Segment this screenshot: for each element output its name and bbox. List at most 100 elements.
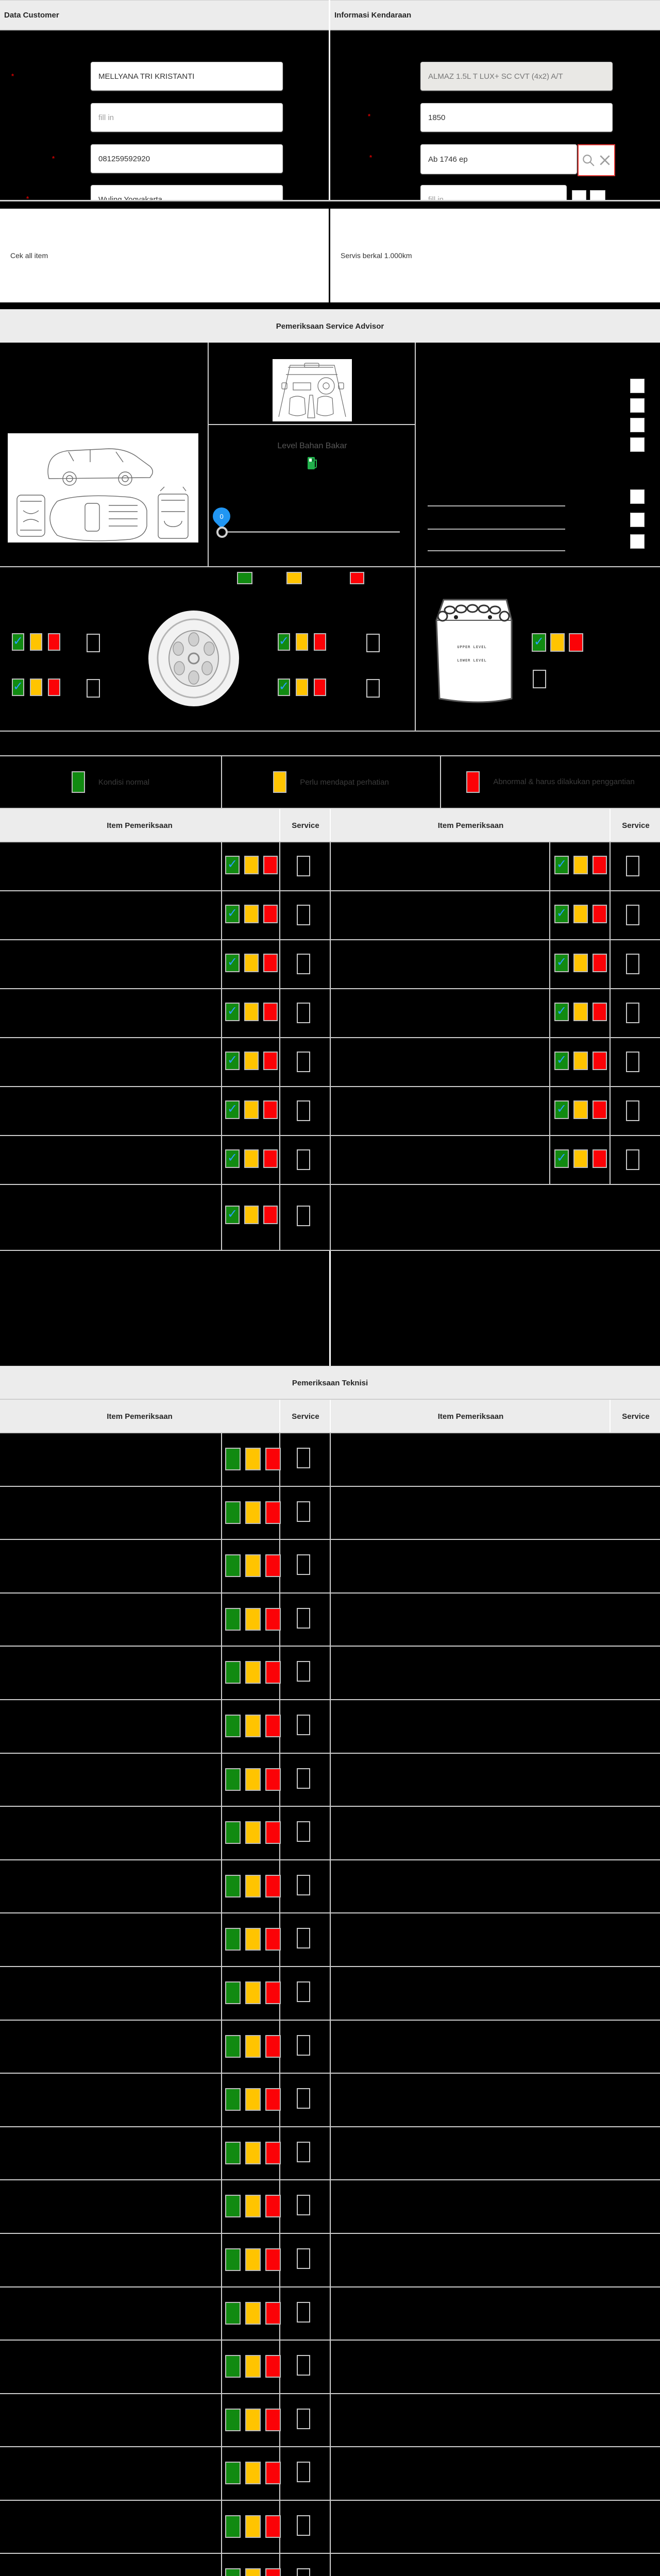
- status-red-checkbox[interactable]: [263, 905, 278, 923]
- status-yellow-checkbox[interactable]: [245, 2035, 261, 2058]
- status-green-checkbox[interactable]: ✓: [225, 1206, 240, 1224]
- status-red-checkbox[interactable]: [265, 2462, 281, 2485]
- status-green-checkbox[interactable]: [225, 2248, 241, 2271]
- status-yellow-checkbox[interactable]: [244, 1206, 259, 1224]
- service-checkbox[interactable]: [297, 1501, 310, 1522]
- status-green-checkbox[interactable]: [225, 2035, 241, 2058]
- status-red-checkbox[interactable]: [569, 633, 583, 652]
- advisor-item-checkbox[interactable]: [630, 379, 645, 393]
- status-yellow-checkbox[interactable]: [245, 1607, 261, 1631]
- status-green-checkbox[interactable]: ✓: [225, 1003, 240, 1021]
- status-red-checkbox[interactable]: [593, 954, 607, 972]
- status-yellow-checkbox[interactable]: [573, 1149, 588, 1168]
- status-green-checkbox[interactable]: ✓: [225, 1100, 240, 1119]
- status-red-checkbox[interactable]: [263, 1052, 278, 1070]
- status-yellow-checkbox[interactable]: [244, 905, 259, 923]
- status-red-checkbox[interactable]: [263, 1206, 278, 1224]
- status-green-checkbox[interactable]: ✓: [554, 1052, 569, 1070]
- status-green-checkbox[interactable]: [225, 2355, 241, 2378]
- status-yellow-checkbox[interactable]: [573, 954, 588, 972]
- status-yellow-checkbox[interactable]: [245, 2462, 261, 2485]
- status-red-checkbox[interactable]: [265, 2035, 281, 2058]
- status-yellow-checkbox[interactable]: [573, 1052, 588, 1070]
- service-checkbox[interactable]: [297, 1448, 310, 1468]
- status-yellow-checkbox[interactable]: [245, 2355, 261, 2378]
- service-checkbox[interactable]: [626, 1003, 639, 1023]
- status-yellow-checkbox[interactable]: [244, 856, 259, 874]
- status-red-checkbox[interactable]: [265, 1874, 281, 1897]
- status-yellow-checkbox[interactable]: [573, 1003, 588, 1021]
- fuel-slider-handle[interactable]: [216, 527, 228, 538]
- status-red-checkbox[interactable]: [263, 954, 278, 972]
- fuel-slider-track[interactable]: [221, 531, 400, 533]
- status-yellow-checkbox[interactable]: [244, 1003, 259, 1021]
- service-checkbox[interactable]: [297, 1768, 310, 1789]
- status-yellow-checkbox[interactable]: [245, 2088, 261, 2111]
- status-green-checkbox[interactable]: ✓: [225, 1149, 240, 1168]
- fuel-slider-pin[interactable]: 0: [209, 503, 234, 529]
- status-yellow-checkbox[interactable]: [245, 2301, 261, 2325]
- advisor-note-input[interactable]: [428, 529, 565, 530]
- status-yellow-checkbox[interactable]: [573, 1100, 588, 1119]
- status-green-checkbox[interactable]: ✓: [225, 1052, 240, 1070]
- service-checkbox[interactable]: [297, 2462, 310, 2483]
- service-checkbox[interactable]: [297, 1554, 310, 1575]
- status-red-checkbox[interactable]: [593, 856, 607, 874]
- status-red-checkbox[interactable]: [314, 633, 326, 651]
- service-checkbox[interactable]: [87, 634, 100, 652]
- status-yellow-checkbox[interactable]: [244, 1149, 259, 1168]
- status-yellow-checkbox[interactable]: [296, 679, 308, 696]
- service-checkbox[interactable]: [297, 2248, 310, 2269]
- status-red-checkbox[interactable]: [263, 856, 278, 874]
- service-checkbox[interactable]: [533, 670, 546, 688]
- status-yellow-checkbox[interactable]: [245, 1874, 261, 1897]
- status-green-checkbox[interactable]: [225, 2195, 241, 2218]
- status-green-checkbox[interactable]: ✓: [554, 1100, 569, 1119]
- status-red-checkbox[interactable]: [265, 2515, 281, 2538]
- status-yellow-checkbox[interactable]: [245, 2248, 261, 2271]
- status-green-checkbox[interactable]: ✓: [554, 1149, 569, 1168]
- status-red-checkbox[interactable]: [265, 1768, 281, 1791]
- status-red-checkbox[interactable]: [265, 2568, 281, 2576]
- service-checkbox[interactable]: [626, 856, 639, 876]
- service-checkbox[interactable]: [297, 905, 310, 925]
- service-checkbox[interactable]: [366, 679, 380, 698]
- status-green-checkbox[interactable]: [225, 1928, 241, 1951]
- plate-search-button[interactable]: [578, 144, 615, 176]
- advisor-note-checkbox[interactable]: [630, 534, 645, 549]
- service-checkbox[interactable]: [297, 2515, 310, 2536]
- service-checkbox[interactable]: [297, 2355, 310, 2376]
- status-green-checkbox[interactable]: ✓: [225, 856, 240, 874]
- status-yellow-checkbox[interactable]: [244, 1052, 259, 1070]
- status-green-checkbox[interactable]: ✓: [554, 856, 569, 874]
- service-checkbox[interactable]: [297, 2568, 310, 2576]
- vehicle-plate-input[interactable]: Ab 1746 ep: [420, 144, 577, 174]
- status-red-checkbox[interactable]: [265, 2355, 281, 2378]
- status-red-checkbox[interactable]: [593, 1100, 607, 1119]
- status-yellow-checkbox[interactable]: [550, 633, 565, 652]
- status-green-checkbox[interactable]: ✓: [225, 905, 240, 923]
- service-checkbox[interactable]: [87, 679, 100, 698]
- service-checkbox[interactable]: [626, 1149, 639, 1170]
- advisor-item-checkbox[interactable]: [630, 398, 645, 413]
- service-checkbox[interactable]: [297, 2195, 310, 2216]
- status-red-checkbox[interactable]: [265, 2408, 281, 2431]
- service-checkbox[interactable]: [297, 1206, 310, 1226]
- service-checkbox[interactable]: [297, 1052, 310, 1072]
- status-yellow-checkbox[interactable]: [245, 1768, 261, 1791]
- status-green-checkbox[interactable]: ✓: [532, 633, 546, 652]
- status-green-checkbox[interactable]: [225, 1981, 241, 2004]
- status-yellow-checkbox[interactable]: [573, 905, 588, 923]
- status-yellow-checkbox[interactable]: [30, 633, 42, 651]
- status-green-checkbox[interactable]: [225, 2568, 241, 2576]
- status-green-checkbox[interactable]: [225, 2515, 241, 2538]
- status-red-checkbox[interactable]: [265, 2088, 281, 2111]
- status-green-checkbox[interactable]: ✓: [225, 954, 240, 972]
- status-red-checkbox[interactable]: [263, 1149, 278, 1168]
- status-yellow-checkbox[interactable]: [245, 1821, 261, 1844]
- status-green-checkbox[interactable]: [225, 1874, 241, 1897]
- status-yellow-checkbox[interactable]: [245, 1928, 261, 1951]
- status-yellow-checkbox[interactable]: [245, 1714, 261, 1737]
- status-red-checkbox[interactable]: [48, 633, 60, 651]
- status-green-checkbox[interactable]: [225, 1661, 241, 1684]
